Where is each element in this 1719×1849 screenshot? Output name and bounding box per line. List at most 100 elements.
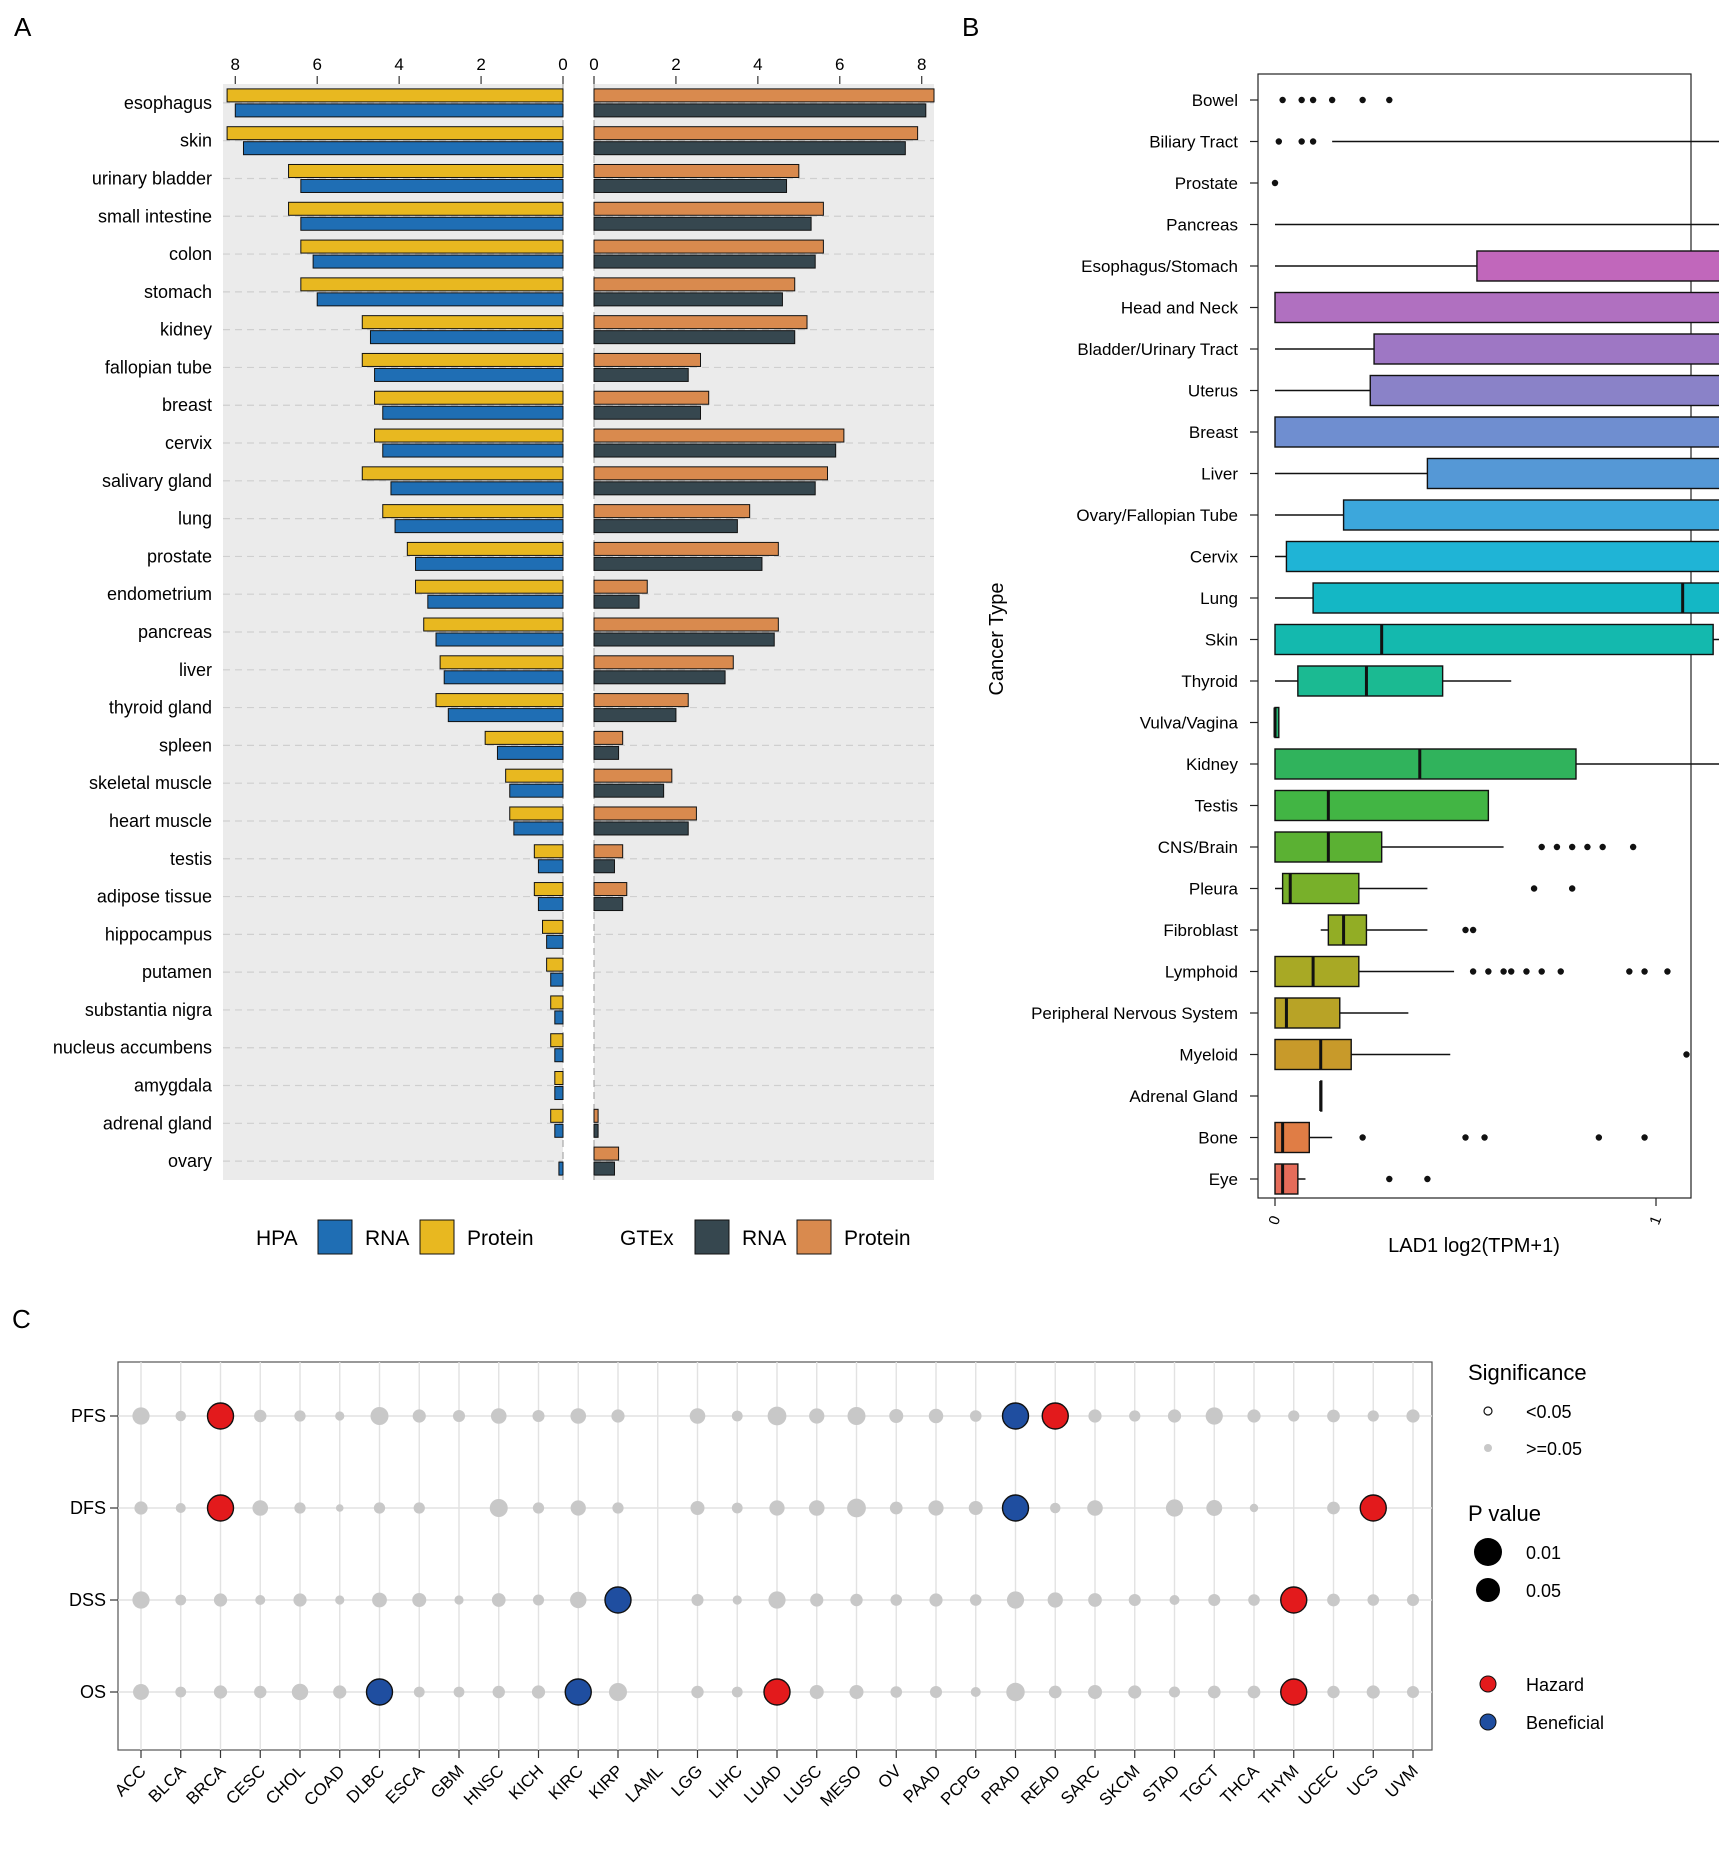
gtex-protein-bar bbox=[593, 617, 779, 632]
panel-b-outlier bbox=[1275, 138, 1283, 145]
gtex-rna-bar bbox=[593, 556, 763, 571]
panel-a-legend: HPA RNA Protein GTEx RNA Protein bbox=[256, 1219, 911, 1255]
panel-b-outlier bbox=[1328, 96, 1336, 104]
hpa-protein-bar bbox=[435, 693, 564, 708]
hpa-protein-bar bbox=[550, 1033, 564, 1048]
panel-b-outlier bbox=[1481, 1134, 1488, 1141]
hpa-protein-bar bbox=[374, 390, 564, 405]
legend-beneficial-label: Beneficial bbox=[1526, 1713, 1604, 1733]
panel-a-category-label: kidney bbox=[160, 320, 212, 340]
panel-b-box bbox=[1426, 457, 1719, 490]
panel-c-xtick-label: KIRP bbox=[585, 1761, 626, 1802]
gtex-rna-bar bbox=[593, 859, 615, 874]
nonsignificant-dot bbox=[1247, 1409, 1261, 1423]
nonsignificant-dot bbox=[254, 1409, 267, 1423]
gtex-rna-bar bbox=[593, 178, 788, 193]
panel-b-outlier bbox=[1469, 968, 1477, 975]
nonsignificant-dot bbox=[492, 1685, 505, 1699]
panel-c-xtick-label: CHOL bbox=[262, 1761, 309, 1808]
nonsignificant-dot bbox=[1128, 1685, 1142, 1699]
panel-a-category-label: putamen bbox=[142, 962, 212, 982]
hpa-protein-bar bbox=[415, 579, 564, 594]
nonsignificant-dot bbox=[1128, 1593, 1141, 1607]
nonsignificant-dot bbox=[1327, 1593, 1340, 1607]
gtex-rna-bar bbox=[593, 443, 837, 458]
panel-c-letter: C bbox=[12, 1304, 31, 1334]
panel-b-category-label: CNS/Brain bbox=[1158, 838, 1238, 857]
legend-p2-label: 0.05 bbox=[1526, 1581, 1561, 1601]
legend-hpa-rna-label: RNA bbox=[365, 1227, 409, 1250]
nonsignificant-dot bbox=[929, 1685, 943, 1699]
nonsignificant-dot bbox=[1248, 1594, 1260, 1606]
nonsignificant-dot bbox=[1406, 1685, 1420, 1699]
hazard-dot bbox=[206, 1494, 235, 1522]
hazard-dot bbox=[763, 1678, 791, 1706]
nonsignificant-dot bbox=[132, 1591, 150, 1609]
gtex-rna-bar bbox=[593, 745, 620, 760]
panel-b-box bbox=[1369, 374, 1719, 407]
panel-a-category-label: salivary gland bbox=[102, 471, 212, 491]
panel-c-xtick-label: PRAD bbox=[977, 1761, 1024, 1808]
panel-b-outlier bbox=[1298, 96, 1305, 104]
panel-b-xlabel: LAD1 log2(TPM+1) bbox=[1388, 1235, 1560, 1257]
panel-b-category-label: Lymphoid bbox=[1165, 963, 1238, 982]
hpa-rna-bar bbox=[300, 178, 564, 193]
nonsignificant-dot bbox=[731, 1686, 743, 1698]
panel-b-box bbox=[1342, 499, 1719, 531]
nonsignificant-dot bbox=[370, 1407, 389, 1425]
panel-c-xtick-label: OV bbox=[874, 1761, 905, 1792]
nonsignificant-dot bbox=[969, 1410, 982, 1422]
panel-c-xtick-label: KIRC bbox=[545, 1761, 587, 1803]
nonsignificant-dot bbox=[1249, 1503, 1259, 1513]
nonsignificant-dot bbox=[1088, 1409, 1102, 1423]
hpa-rna-bar bbox=[447, 708, 564, 723]
panel-a-category-label: urinary bladder bbox=[92, 168, 212, 188]
hpa-protein-bar bbox=[505, 768, 564, 783]
nonsignificant-dot bbox=[1169, 1595, 1180, 1605]
panel-c-xtick-label: BLCA bbox=[145, 1761, 190, 1806]
panel-a-right-tick-label: 2 bbox=[671, 55, 680, 74]
panel-a-category-label: endometrium bbox=[107, 584, 212, 604]
hpa-protein-bar bbox=[509, 806, 564, 821]
panel-b-category-label: Lung bbox=[1200, 589, 1238, 608]
nonsignificant-dot bbox=[1167, 1409, 1182, 1423]
gtex-protein-bar bbox=[593, 882, 628, 897]
hazard-dot bbox=[1359, 1494, 1387, 1522]
beneficial-dot bbox=[604, 1586, 632, 1614]
panel-b-category-label: Skin bbox=[1205, 631, 1238, 650]
gtex-rna-bar bbox=[593, 405, 702, 420]
panel-a-left-tick-label: 2 bbox=[476, 55, 485, 74]
nonsignificant-dot bbox=[928, 1408, 944, 1424]
nonsignificant-dot bbox=[333, 1685, 347, 1699]
hpa-rna-bar bbox=[369, 330, 564, 345]
nonsignificant-dot bbox=[213, 1685, 228, 1699]
panel-b-ylabel: Cancer Type bbox=[986, 582, 1008, 695]
nonsignificant-dot bbox=[890, 1686, 903, 1698]
legend-sig-ge-label: >=0.05 bbox=[1526, 1439, 1582, 1459]
nonsignificant-dot bbox=[969, 1594, 982, 1606]
panel-c-xtick-label: LAML bbox=[622, 1761, 667, 1806]
panel-a-category-label: prostate bbox=[147, 546, 212, 566]
hpa-rna-bar bbox=[382, 405, 564, 420]
gtex-rna-bar bbox=[593, 330, 796, 345]
panel-a-category-label: small intestine bbox=[98, 206, 212, 226]
panel-b-category-label: Esophagus/Stomach bbox=[1081, 257, 1238, 276]
gtex-protein-bar bbox=[593, 730, 624, 745]
panel-c-xtick-label: THCA bbox=[1217, 1761, 1264, 1808]
panel-c-xtick-label: STAD bbox=[1139, 1761, 1184, 1806]
gtex-protein-bar bbox=[593, 768, 673, 783]
hpa-rna-bar bbox=[554, 1123, 564, 1138]
legend-gtex-title: GTEx bbox=[620, 1227, 674, 1250]
nonsignificant-dot bbox=[453, 1686, 465, 1698]
panel-a-letter: A bbox=[14, 12, 32, 42]
hazard-dot bbox=[206, 1402, 235, 1430]
nonsignificant-dot bbox=[889, 1409, 904, 1423]
nonsignificant-dot bbox=[1088, 1593, 1102, 1607]
nonsignificant-dot bbox=[611, 1409, 625, 1423]
panel-a-right-tick-label: 4 bbox=[753, 55, 762, 74]
nonsignificant-dot bbox=[1366, 1685, 1380, 1699]
panel-c-xtick-label: THYM bbox=[1255, 1761, 1302, 1808]
panel-c-xtick-label: PCPG bbox=[937, 1761, 985, 1809]
nonsignificant-dot bbox=[767, 1406, 787, 1426]
